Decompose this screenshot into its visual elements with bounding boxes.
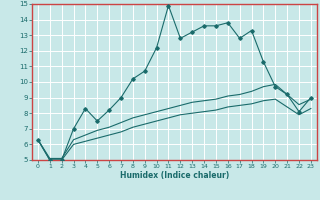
X-axis label: Humidex (Indice chaleur): Humidex (Indice chaleur)	[120, 171, 229, 180]
